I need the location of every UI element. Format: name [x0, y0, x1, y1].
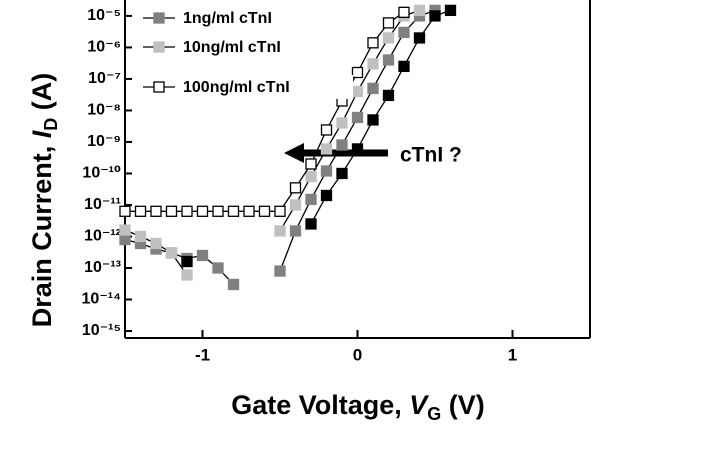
data-point: [413, 4, 426, 17]
data-point: [119, 233, 131, 246]
x-axis-title-sub: G: [427, 404, 441, 424]
x-tick-label: 0: [353, 345, 362, 364]
legend-marker: [153, 41, 165, 53]
data-point: [398, 6, 410, 18]
legend-marker: [153, 81, 165, 93]
data-point: [119, 205, 131, 217]
y-axis-title-text: Drain Current,: [27, 138, 57, 327]
legend-label: 10ng/ml cTnI: [183, 39, 281, 56]
data-point: [165, 247, 178, 259]
data-point: [274, 225, 286, 237]
data-point: [196, 205, 209, 217]
data-point: [351, 143, 364, 155]
annotation: cTnI ?: [400, 144, 462, 167]
y-axis-title: Drain Current, ID (A): [27, 73, 61, 328]
y-tick-label: 10⁻⁶: [87, 39, 121, 56]
data-point: [227, 205, 240, 217]
data-point: [444, 4, 457, 17]
data-point: [351, 66, 364, 79]
series-line: [279, 9, 420, 232]
legend-label: 100ng/ml cTnI: [183, 79, 290, 96]
data-point: [351, 111, 364, 124]
legend-marker: [153, 12, 165, 24]
data-point: [382, 32, 395, 44]
data-point: [351, 85, 364, 98]
data-point: [320, 189, 333, 202]
data-point: [305, 193, 317, 206]
data-point: [134, 205, 147, 217]
data-point: [320, 165, 333, 177]
data-point: [165, 205, 178, 217]
y-tick-label: 10⁻¹⁴: [82, 291, 122, 308]
data-point: [336, 117, 348, 129]
data-point: [274, 265, 286, 277]
data-point: [367, 114, 379, 126]
y-tick-label: 10⁻¹³: [84, 259, 121, 276]
data-point: [429, 10, 441, 22]
y-tick-label: 10⁻⁸: [87, 102, 121, 119]
y-tick-label: 10⁻¹⁰: [82, 165, 121, 182]
data-point: [367, 82, 379, 95]
data-point: [305, 170, 317, 183]
x-tick-label: -1: [195, 345, 210, 364]
y-tick-label: 10⁻⁵: [87, 7, 121, 24]
data-point: [413, 32, 426, 44]
y-tick-label: 10⁻⁷: [88, 70, 121, 87]
data-point: [289, 182, 302, 194]
annotation-arrow-head: [284, 143, 304, 163]
y-axis-title-sub: D: [41, 118, 61, 131]
data-point: [367, 58, 379, 70]
data-point: [382, 89, 395, 102]
x-axis-title-text: Gate Voltage,: [231, 390, 409, 420]
data-point: [336, 167, 348, 180]
data-point: [212, 262, 224, 274]
data-point: [305, 218, 317, 230]
data-point: [398, 26, 410, 39]
data-point: [212, 205, 224, 217]
y-tick-label: 10⁻⁹: [87, 133, 121, 150]
data-point: [398, 60, 410, 73]
data-point: [289, 225, 302, 237]
data-point: [181, 269, 193, 281]
data-point: [134, 230, 147, 243]
data-point: [258, 205, 271, 217]
data-point: [367, 37, 379, 49]
data-point: [227, 278, 240, 291]
data-point: [196, 249, 209, 262]
legend-label: 1ng/ml cTnI: [183, 10, 272, 27]
y-tick-label: 10⁻¹¹: [84, 196, 121, 213]
data-point: [181, 205, 193, 217]
y-tick-label: 10⁻¹⁵: [82, 322, 121, 339]
data-point: [382, 54, 395, 66]
data-point: [336, 139, 348, 151]
x-axis-title-var: V: [409, 390, 429, 420]
data-point: [274, 205, 286, 217]
x-tick-label: 1: [508, 345, 517, 364]
x-axis-title: Gate Voltage, VG (V): [231, 390, 485, 424]
data-point: [150, 237, 162, 250]
data-point: [150, 205, 162, 217]
data-point: [243, 205, 255, 217]
x-axis-title-unit: (V): [441, 390, 485, 420]
data-point: [320, 124, 333, 136]
y-axis-title-unit: (A): [27, 73, 57, 118]
y-tick-label: 10⁻¹²: [84, 228, 121, 245]
data-point: [289, 199, 302, 211]
data-point: [320, 143, 333, 155]
data-point: [382, 17, 395, 29]
data-point: [305, 158, 317, 170]
data-point: [119, 224, 131, 236]
series-line: [310, 9, 451, 225]
y-axis-title-var: I: [27, 130, 57, 138]
data-point: [181, 255, 193, 268]
